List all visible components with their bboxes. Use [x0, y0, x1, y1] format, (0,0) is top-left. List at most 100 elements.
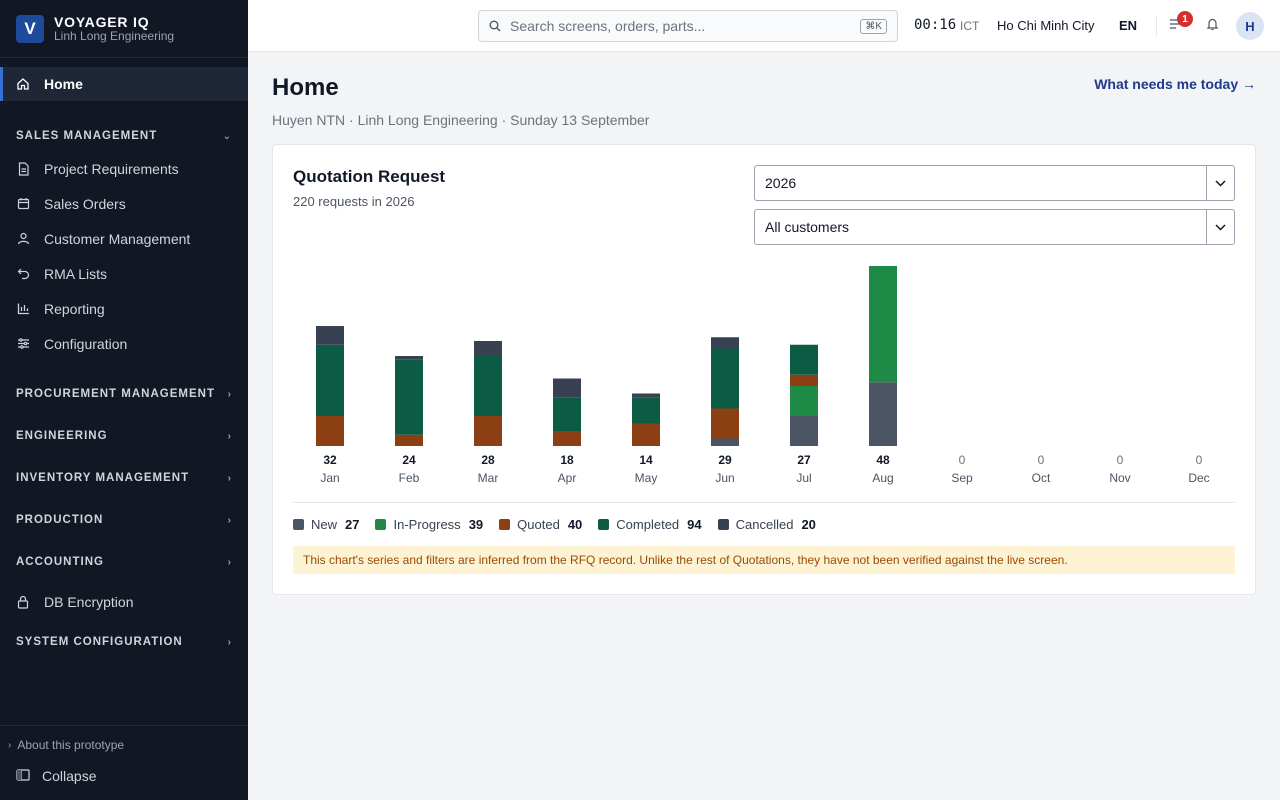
bar-total-label: 0: [1117, 453, 1124, 467]
bar-segment-feb-quoted[interactable]: [395, 434, 423, 446]
section-sales-management[interactable]: SALES MANAGEMENT ⌄: [0, 115, 248, 157]
lock-icon: [16, 595, 30, 609]
bar-total-label: 28: [481, 453, 495, 467]
chevron-right-icon: ›: [227, 472, 232, 484]
bar-segment-feb-cancelled[interactable]: [395, 356, 423, 360]
x-tick-label: Mar: [478, 471, 499, 485]
bar-segment-may-quoted[interactable]: [632, 423, 660, 447]
bar-total-label: 0: [959, 453, 966, 467]
x-tick-label: Apr: [558, 471, 577, 485]
page-subtitle: Huyen NTN · Linh Long Engineering · Sund…: [272, 112, 650, 128]
document-icon: [16, 161, 30, 176]
sidebar-nav: Home SALES MANAGEMENT ⌄ Project Requirem…: [0, 58, 248, 663]
bar-segment-may-cancelled[interactable]: [632, 393, 660, 398]
bar-segment-jan-completed[interactable]: [316, 344, 344, 416]
legend-item-quoted[interactable]: Quoted 40: [499, 517, 582, 532]
bar-segment-may-completed[interactable]: [632, 397, 660, 424]
bar-segment-jun-cancelled[interactable]: [711, 337, 739, 349]
bar-segment-jan-cancelled[interactable]: [316, 326, 344, 345]
bar-segment-feb-completed[interactable]: [395, 359, 423, 435]
inferred-data-notice: This chart's series and filters are infe…: [293, 546, 1235, 574]
x-tick-label: Aug: [872, 471, 893, 485]
x-tick-label: Jan: [320, 471, 339, 485]
year-select[interactable]: 2026: [754, 165, 1235, 201]
legend-count: 40: [567, 517, 583, 532]
brand: V VOYAGER IQ Linh Long Engineering: [0, 0, 248, 58]
bar-segment-mar-quoted[interactable]: [474, 416, 502, 446]
bar-segment-jul-new[interactable]: [790, 416, 818, 446]
quotation-request-card: Quotation Request 220 requests in 2026 2…: [272, 144, 1256, 595]
bar-segment-aug-in-progress[interactable]: [869, 266, 897, 383]
bar-segment-aug-new[interactable]: [869, 382, 897, 446]
bar-segment-apr-completed[interactable]: [553, 397, 581, 431]
section-production[interactable]: PRODUCTION ›: [0, 499, 248, 541]
chevron-right-icon: ›: [227, 514, 232, 526]
sidebar-item-label: DB Encryption: [44, 594, 134, 610]
sidebar-item-home[interactable]: Home: [0, 67, 248, 101]
legend-swatch: [499, 519, 511, 530]
bar-segment-jun-quoted[interactable]: [711, 408, 739, 439]
section-engineering[interactable]: ENGINEERING ›: [0, 415, 248, 457]
section-inventory-management[interactable]: INVENTORY MANAGEMENT ›: [0, 457, 248, 499]
sidebar-item-reporting[interactable]: Reporting: [0, 291, 248, 326]
bar-total-label: 0: [1038, 453, 1045, 467]
section-procurement-management[interactable]: PROCUREMENT MANAGEMENT ›: [0, 373, 248, 415]
bar-chart-icon: [16, 302, 30, 316]
sidebar-item-label: Sales Orders: [44, 195, 126, 212]
x-tick-label: Jun: [715, 471, 734, 485]
calendar-icon: [16, 197, 30, 211]
sidebar-item-db-encryption[interactable]: DB Encryption: [0, 583, 248, 621]
sidebar: V VOYAGER IQ Linh Long Engineering Home …: [0, 0, 248, 800]
bell-icon[interactable]: [1206, 17, 1219, 36]
bar-segment-jan-quoted[interactable]: [316, 416, 344, 446]
section-system-configuration[interactable]: SYSTEM CONFIGURATION ›: [0, 621, 248, 663]
sidebar-item-configuration[interactable]: Configuration: [0, 326, 248, 361]
legend-count: 27: [345, 517, 360, 532]
sidebar-item-customer-management[interactable]: Customer Management: [0, 221, 248, 256]
home-icon: [16, 77, 30, 91]
bar-segment-jul-quoted[interactable]: [790, 374, 818, 386]
bar-segment-jun-completed[interactable]: [711, 348, 739, 409]
sidebar-item-label: Customer Management: [44, 230, 191, 247]
return-icon: [16, 267, 30, 281]
bar-segment-jun-new[interactable]: [711, 438, 739, 447]
avatar[interactable]: H: [1236, 12, 1264, 40]
section-accounting[interactable]: ACCOUNTING ›: [0, 541, 248, 583]
bar-total-label: 18: [560, 453, 574, 467]
bar-segment-jul-in-progress[interactable]: [790, 386, 818, 416]
quotation-request-chart: 32 Jan 24 Feb 28 Mar 18 Apr 14 May 29 Jun 27 Jul 48 Aug…: [316, 266, 1210, 485]
collapse-sidebar-button[interactable]: Collapse: [0, 764, 248, 800]
bar-segment-jul-completed[interactable]: [790, 344, 818, 375]
sidebar-item-project-requirements[interactable]: Project Requirements: [0, 151, 248, 186]
legend-label: New: [311, 517, 338, 532]
x-tick-label: Feb: [399, 471, 420, 485]
bar-segment-mar-completed[interactable]: [474, 356, 502, 416]
search-input[interactable]: [510, 18, 861, 34]
x-tick-label: Sep: [951, 471, 973, 485]
user-icon: [16, 232, 30, 246]
legend-label: Completed: [616, 517, 680, 532]
customer-select[interactable]: All customers: [754, 209, 1235, 245]
global-search[interactable]: ⌘K: [478, 10, 898, 42]
topbar: ⌘K 00:16 ICT Ho Chi Minh City EN 1 H: [248, 0, 1280, 52]
x-tick-label: May: [635, 471, 658, 485]
brand-name: VOYAGER IQ: [54, 13, 150, 30]
legend-item-cancelled[interactable]: Cancelled 20: [717, 517, 816, 532]
bar-total-label: 0: [1196, 453, 1203, 467]
legend-item-new[interactable]: New 27: [293, 517, 359, 532]
about-prototype-toggle[interactable]: › About this prototype: [0, 726, 248, 764]
bar-segment-apr-quoted[interactable]: [553, 431, 581, 446]
city-selector[interactable]: Ho Chi Minh City: [997, 18, 1095, 33]
sidebar-item-rma-lists[interactable]: RMA Lists: [0, 256, 248, 291]
chevron-right-icon: ›: [227, 388, 232, 400]
what-needs-me-today-link[interactable]: What needs me today →: [1094, 76, 1256, 92]
language-selector[interactable]: EN: [1119, 18, 1138, 33]
bar-segment-mar-cancelled[interactable]: [474, 341, 502, 356]
legend-item-in-progress[interactable]: In-Progress 39: [375, 517, 483, 532]
legend-item-completed[interactable]: Completed 94: [598, 517, 702, 532]
search-icon: [489, 20, 501, 32]
sidebar-item-sales-orders[interactable]: Sales Orders: [0, 186, 248, 221]
x-tick-label: Nov: [1109, 471, 1130, 485]
collapse-label: Collapse: [42, 768, 97, 784]
bar-segment-apr-cancelled[interactable]: [553, 378, 581, 398]
